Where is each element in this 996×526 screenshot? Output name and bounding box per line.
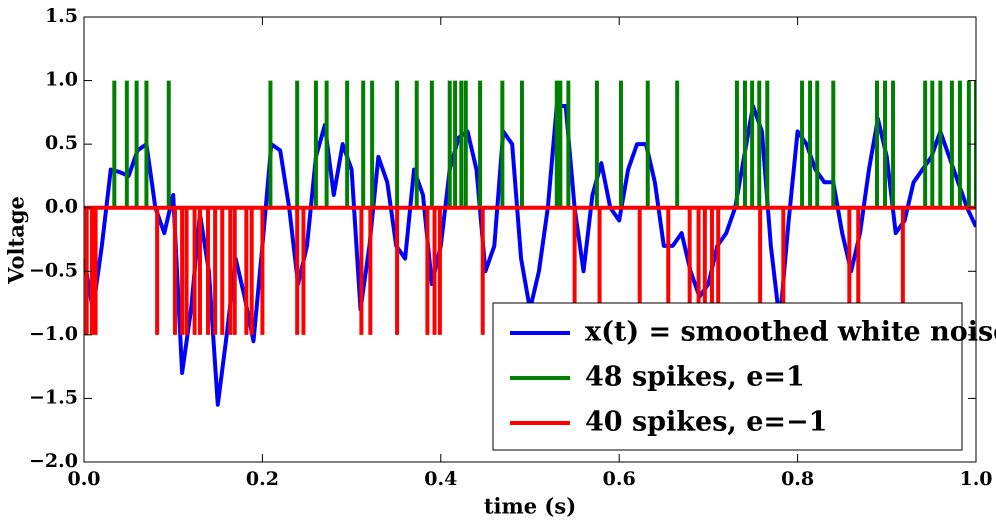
x-tick-label: 1.0 [959,468,992,490]
y-tick-label: 1.0 [45,69,78,91]
y-tick-label: 1.5 [45,5,78,27]
x-tick-label: 0.0 [67,468,100,490]
y-tick-label: −1.5 [29,386,78,408]
legend: x(t) = smoothed white noise 48 spikes, e=… [492,302,996,451]
y-tick-label: −2.0 [29,450,78,472]
x-tick-label: 0.2 [246,468,279,490]
legend-label: x(t) = smoothed white noise [585,317,996,348]
y-tick-label: 0.0 [45,196,78,218]
x-tick-label: 0.8 [781,468,814,490]
legend-label: 48 spikes, e=1 [585,362,805,393]
y-tick-label: −0.5 [29,259,78,281]
x-tick-label: 0.6 [603,468,636,490]
x-tick-label: 0.4 [424,468,457,490]
legend-box [492,302,963,451]
y-axis-label: Voltage [4,196,29,285]
legend-label: 40 spikes, e=−1 [585,407,827,438]
plot-frame [83,16,977,463]
y-tick-label: −1.0 [29,323,78,345]
plot-area [84,80,976,407]
y-tick-label: 0.5 [45,132,78,154]
x-axis-label: time (s) [484,494,576,519]
